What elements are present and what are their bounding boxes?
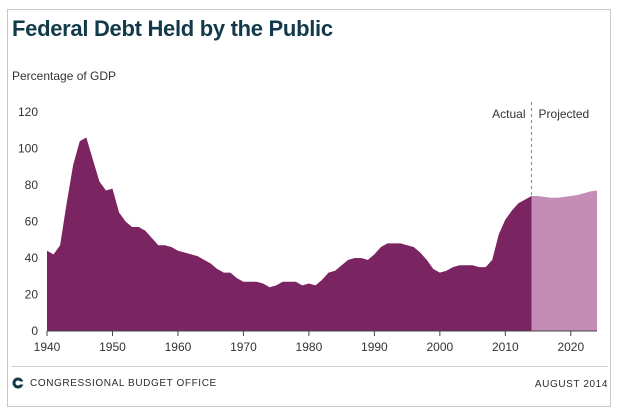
footer-source-text: CONGRESSIONAL BUDGET OFFICE — [30, 377, 217, 389]
y-axis-label: Percentage of GDP — [12, 69, 117, 83]
x-tick-label: 2000 — [427, 340, 454, 354]
footer-source: CONGRESSIONAL BUDGET OFFICE — [12, 377, 217, 389]
x-tick-label: 2010 — [492, 340, 519, 354]
annotation-actual: Actual — [492, 107, 525, 121]
x-tick-label: 2020 — [557, 340, 584, 354]
annotation-projected: Projected — [539, 107, 590, 121]
x-tick-label: 1970 — [230, 340, 257, 354]
cbo-logo-icon — [12, 377, 24, 389]
footer-divider — [12, 366, 608, 367]
x-tick-label: 1950 — [99, 340, 126, 354]
x-tick-label: 1980 — [296, 340, 323, 354]
y-tick-label: 40 — [25, 251, 39, 265]
chart-title: Federal Debt Held by the Public — [12, 16, 333, 41]
y-tick-label: 60 — [25, 215, 39, 229]
x-tick-label: 1990 — [361, 340, 388, 354]
area-series-projected — [531, 190, 597, 331]
footer-date: AUGUST 2014 — [534, 379, 608, 390]
y-tick-label: 100 — [18, 142, 38, 156]
x-tick-label: 1940 — [34, 340, 61, 354]
y-tick-label: 120 — [18, 105, 38, 119]
area-series-actual — [47, 137, 532, 331]
x-tick-label: 1960 — [165, 340, 192, 354]
y-tick-label: 80 — [25, 178, 39, 192]
y-tick-label: 0 — [31, 324, 38, 338]
y-tick-label: 20 — [25, 288, 39, 302]
